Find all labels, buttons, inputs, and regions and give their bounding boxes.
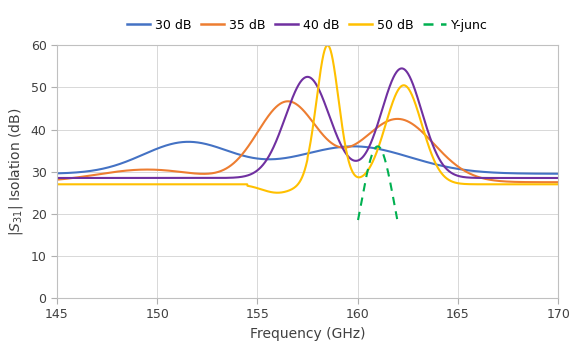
Legend: 30 dB, 35 dB, 40 dB, 50 dB, Y-junc: 30 dB, 35 dB, 40 dB, 50 dB, Y-junc [122,14,493,37]
X-axis label: Frequency (GHz): Frequency (GHz) [250,327,365,341]
Y-axis label: $|S_{31}|$ Isolation (dB): $|S_{31}|$ Isolation (dB) [7,108,25,236]
